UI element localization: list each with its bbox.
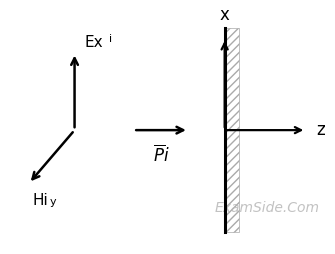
- Text: x: x: [220, 6, 229, 24]
- Text: Ex: Ex: [84, 35, 103, 50]
- Text: y: y: [50, 197, 57, 207]
- Text: Hi: Hi: [32, 193, 48, 208]
- Text: $\overline{P}i$: $\overline{P}i$: [153, 145, 169, 166]
- Bar: [225, 28, 239, 232]
- Text: z: z: [316, 121, 325, 139]
- Text: i: i: [109, 34, 112, 44]
- Text: ExamSide.Com: ExamSide.Com: [214, 201, 320, 215]
